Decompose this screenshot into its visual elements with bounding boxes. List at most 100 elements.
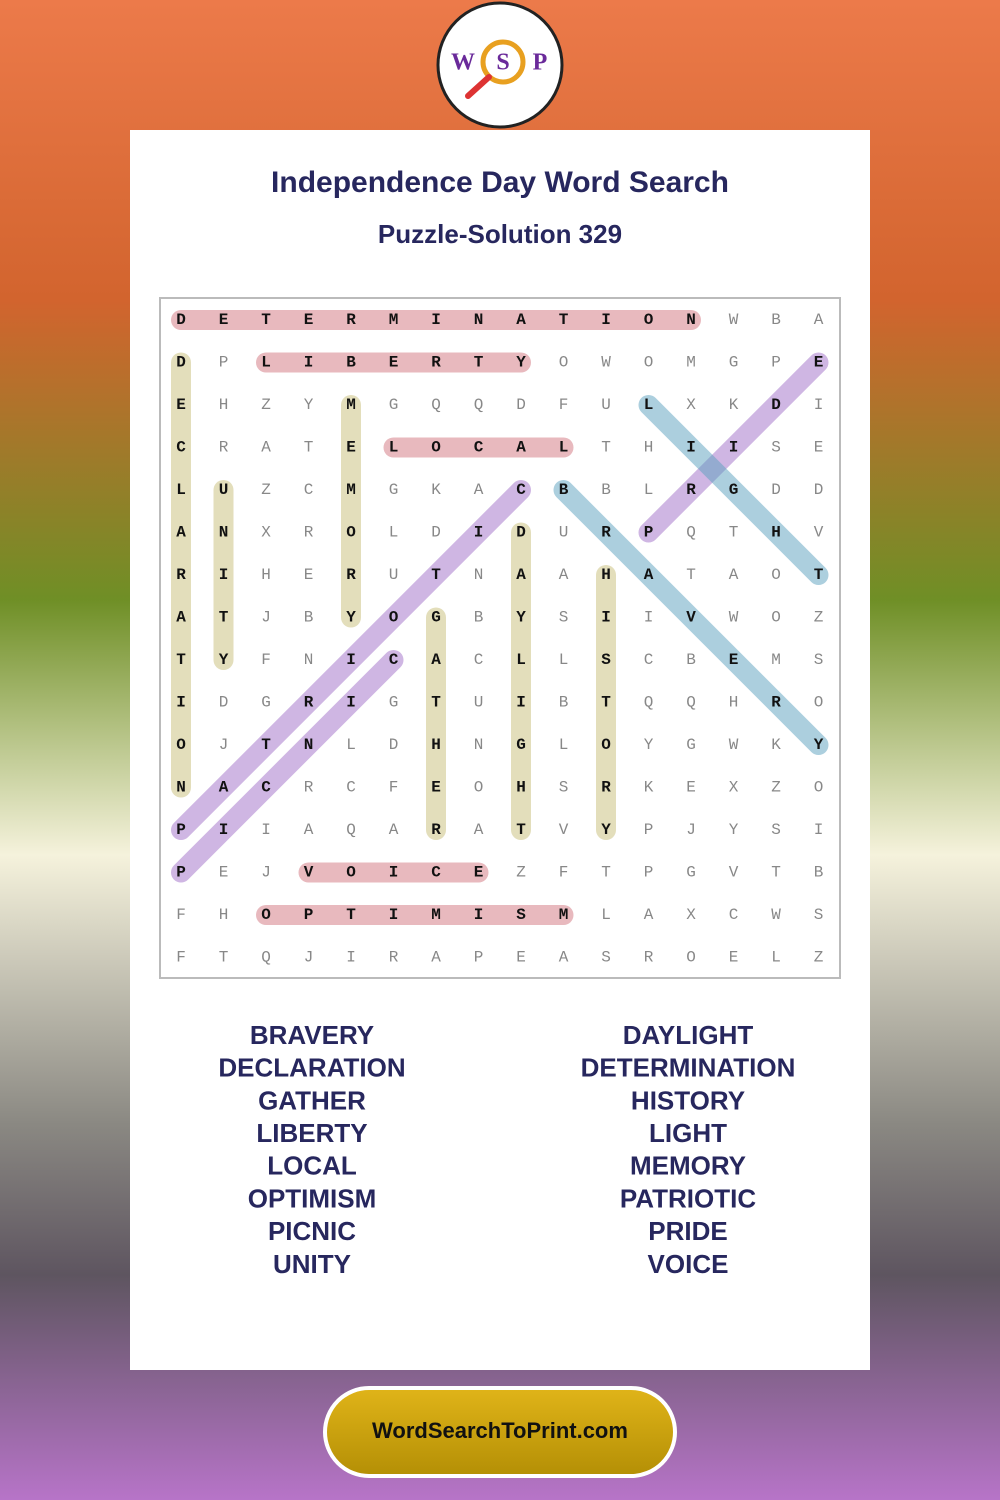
grid-letter: A	[644, 906, 654, 924]
grid-letter: A	[516, 439, 526, 457]
grid-letter: G	[431, 609, 441, 627]
word: OPTIMISM	[248, 1183, 377, 1213]
grid-letter: T	[686, 566, 696, 584]
grid-letter: I	[814, 396, 824, 414]
grid-letter: D	[771, 396, 781, 414]
word: DECLARATION	[218, 1053, 405, 1083]
grid-letter: E	[346, 439, 356, 457]
grid-letter: P	[644, 864, 654, 882]
grid-letter: T	[814, 566, 824, 584]
grid-letter: C	[261, 779, 271, 797]
grid-letter: A	[304, 821, 314, 839]
grid-letter: D	[219, 694, 229, 712]
word: DETERMINATION	[581, 1053, 796, 1083]
grid-letter: Y	[304, 396, 314, 414]
grid-letter: M	[346, 396, 356, 414]
grid-letter: I	[814, 821, 824, 839]
grid-letter: B	[304, 609, 314, 627]
grid-letter: O	[771, 566, 781, 584]
grid-letter: G	[261, 694, 271, 712]
grid-letter: E	[686, 779, 696, 797]
word: LIBERTY	[256, 1118, 367, 1148]
grid-letter: C	[389, 651, 399, 669]
grid-letter: H	[644, 439, 654, 457]
grid-letter: Y	[346, 609, 356, 627]
grid-letter: S	[771, 821, 781, 839]
grid-letter: I	[176, 694, 186, 712]
grid-letter: E	[304, 311, 314, 329]
grid-letter: B	[601, 481, 611, 499]
site-link[interactable]: WordSearchToPrint.com	[372, 1418, 628, 1443]
grid-letter: S	[516, 906, 526, 924]
grid-letter: H	[771, 524, 781, 542]
grid-letter: U	[389, 566, 399, 584]
grid-letter: T	[431, 694, 441, 712]
grid-letter: T	[601, 439, 611, 457]
grid-letter: I	[601, 311, 611, 329]
grid-letter: D	[516, 396, 526, 414]
grid-letter: S	[814, 906, 824, 924]
grid-letter: B	[559, 694, 569, 712]
grid-letter: V	[559, 821, 569, 839]
grid-letter: A	[389, 821, 399, 839]
grid-letter: Y	[644, 736, 654, 754]
grid-letter: O	[644, 354, 654, 372]
grid-letter: A	[814, 311, 824, 329]
word: LOCAL	[267, 1151, 357, 1181]
grid-letter: L	[559, 736, 569, 754]
grid-letter: C	[431, 864, 441, 882]
grid-letter: S	[601, 949, 611, 967]
grid-letter: P	[644, 821, 654, 839]
grid-letter: I	[389, 864, 399, 882]
grid-letter: A	[516, 566, 526, 584]
grid-letter: B	[346, 354, 356, 372]
grid-letter: C	[474, 651, 484, 669]
grid-letter: Y	[516, 609, 526, 627]
grid-letter: J	[261, 864, 271, 882]
grid-letter: U	[601, 396, 611, 414]
grid-letter: K	[729, 396, 739, 414]
grid-letter: Q	[346, 821, 356, 839]
grid-letter: T	[176, 651, 186, 669]
grid-letter: L	[389, 524, 399, 542]
grid-letter: P	[176, 864, 186, 882]
word: DAYLIGHT	[623, 1020, 754, 1050]
grid-letter: E	[516, 949, 526, 967]
grid-letter: N	[686, 311, 696, 329]
grid-letter: Y	[601, 821, 611, 839]
grid-letter: I	[686, 439, 696, 457]
word: VOICE	[648, 1249, 729, 1279]
grid-letter: H	[219, 906, 229, 924]
grid-letter: T	[729, 524, 739, 542]
grid-letter: O	[474, 779, 484, 797]
grid-letter: Z	[516, 864, 526, 882]
grid-letter: A	[516, 311, 526, 329]
grid-letter: G	[729, 481, 739, 499]
grid-letter: R	[389, 949, 399, 967]
grid-letter: Q	[686, 524, 696, 542]
grid-letter: T	[474, 354, 484, 372]
grid-letter: I	[431, 311, 441, 329]
grid-letter: D	[389, 736, 399, 754]
site-button[interactable]	[323, 1386, 677, 1478]
grid-letter: Y	[219, 651, 229, 669]
grid-letter: P	[304, 906, 314, 924]
grid-letter: R	[219, 439, 229, 457]
grid-letter: O	[771, 609, 781, 627]
grid-frame	[159, 297, 841, 979]
grid-letter: N	[176, 779, 186, 797]
grid-letter: L	[644, 396, 654, 414]
grid-letter: S	[559, 609, 569, 627]
grid-letter: B	[559, 481, 569, 499]
grid-letter: Q	[644, 694, 654, 712]
word: GATHER	[258, 1085, 366, 1115]
grid-letter: H	[729, 694, 739, 712]
grid-letter: S	[601, 651, 611, 669]
grid-letter: A	[176, 609, 186, 627]
grid-letter: O	[431, 439, 441, 457]
grid-letter: O	[176, 736, 186, 754]
word: MEMORY	[630, 1151, 746, 1181]
grid-letter: M	[346, 481, 356, 499]
grid-letter: W	[601, 354, 611, 372]
grid-letter: O	[601, 736, 611, 754]
